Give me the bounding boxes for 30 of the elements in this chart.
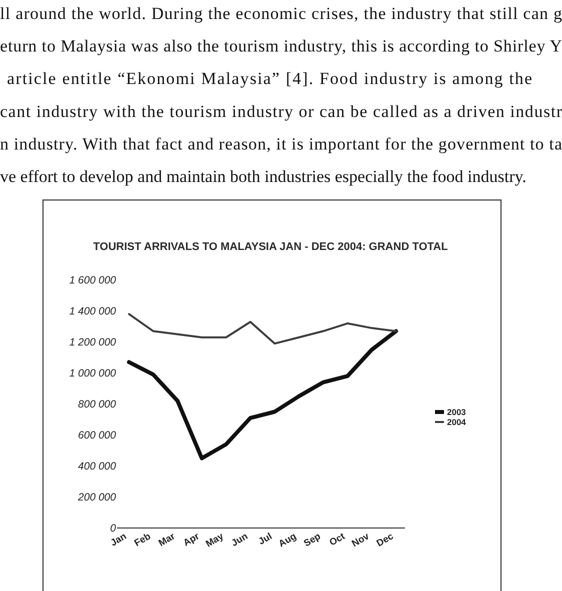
x-tick-label: Jul	[256, 531, 274, 548]
x-tick-label: Nov	[350, 530, 372, 550]
text: ll around the world. During the economic crises, the industry that still can g	[0, 4, 562, 23]
x-tick-label: Aug	[276, 530, 299, 550]
y-tick-label: 1 200 000	[69, 336, 116, 349]
x-tick-label: Apr	[182, 530, 202, 549]
legend-label: 2003	[447, 407, 466, 417]
legend-label: 2004	[447, 417, 466, 427]
chart-title: TOURIST ARRIVALS TO MALAYSIA JAN - DEC 2004: GRAND TOTAL	[93, 241, 448, 253]
y-tick-label: 1 600 000	[69, 274, 116, 287]
line-series	[128, 313, 397, 345]
x-tick-label: Feb	[132, 530, 153, 550]
x-tick-label: May	[204, 530, 226, 550]
y-tick-label: 200 000	[77, 492, 116, 504]
text: eturn to Malaysia was also the tourism industry, this is according to Shirley Y	[0, 36, 562, 56]
x-tick-label: Dec	[374, 531, 396, 550]
y-tick-label: 600 000	[78, 430, 116, 442]
y-tick-label: 1 400 000	[69, 306, 116, 318]
text: ve effort to develop and maintain both industries especially the food industry.	[0, 167, 526, 186]
text: article entitle “Ekonomi Malaysia” [4]. Food industry is among the	[7, 69, 532, 88]
text: n industry. With that fact and reason, it is important for the government to ta	[0, 134, 562, 154]
x-tick-label: Jun	[230, 530, 250, 550]
y-tick-label: 800 000	[78, 398, 116, 411]
y-tick-label: 1 000 000	[69, 368, 116, 380]
x-tick-label: Mar	[156, 530, 178, 550]
x-tick-label: Sep	[302, 530, 323, 550]
x-tick-label: Oct	[328, 530, 348, 549]
text: cant industry with the tourism industry or can be called as a driven industr	[0, 102, 562, 121]
y-tick-label: 400 000	[78, 460, 116, 473]
line-series	[127, 329, 398, 460]
